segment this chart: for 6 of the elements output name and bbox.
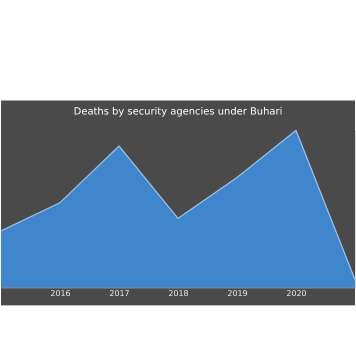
x-tick-label: 2016	[50, 288, 71, 298]
x-tick-label: 2017	[109, 288, 130, 298]
chart-title: Deaths by security agencies under Buhari	[74, 106, 282, 118]
x-tick-label: 2020	[286, 288, 307, 298]
x-tick-label: 2019	[227, 288, 248, 298]
x-tick-label: 2018	[168, 288, 189, 298]
